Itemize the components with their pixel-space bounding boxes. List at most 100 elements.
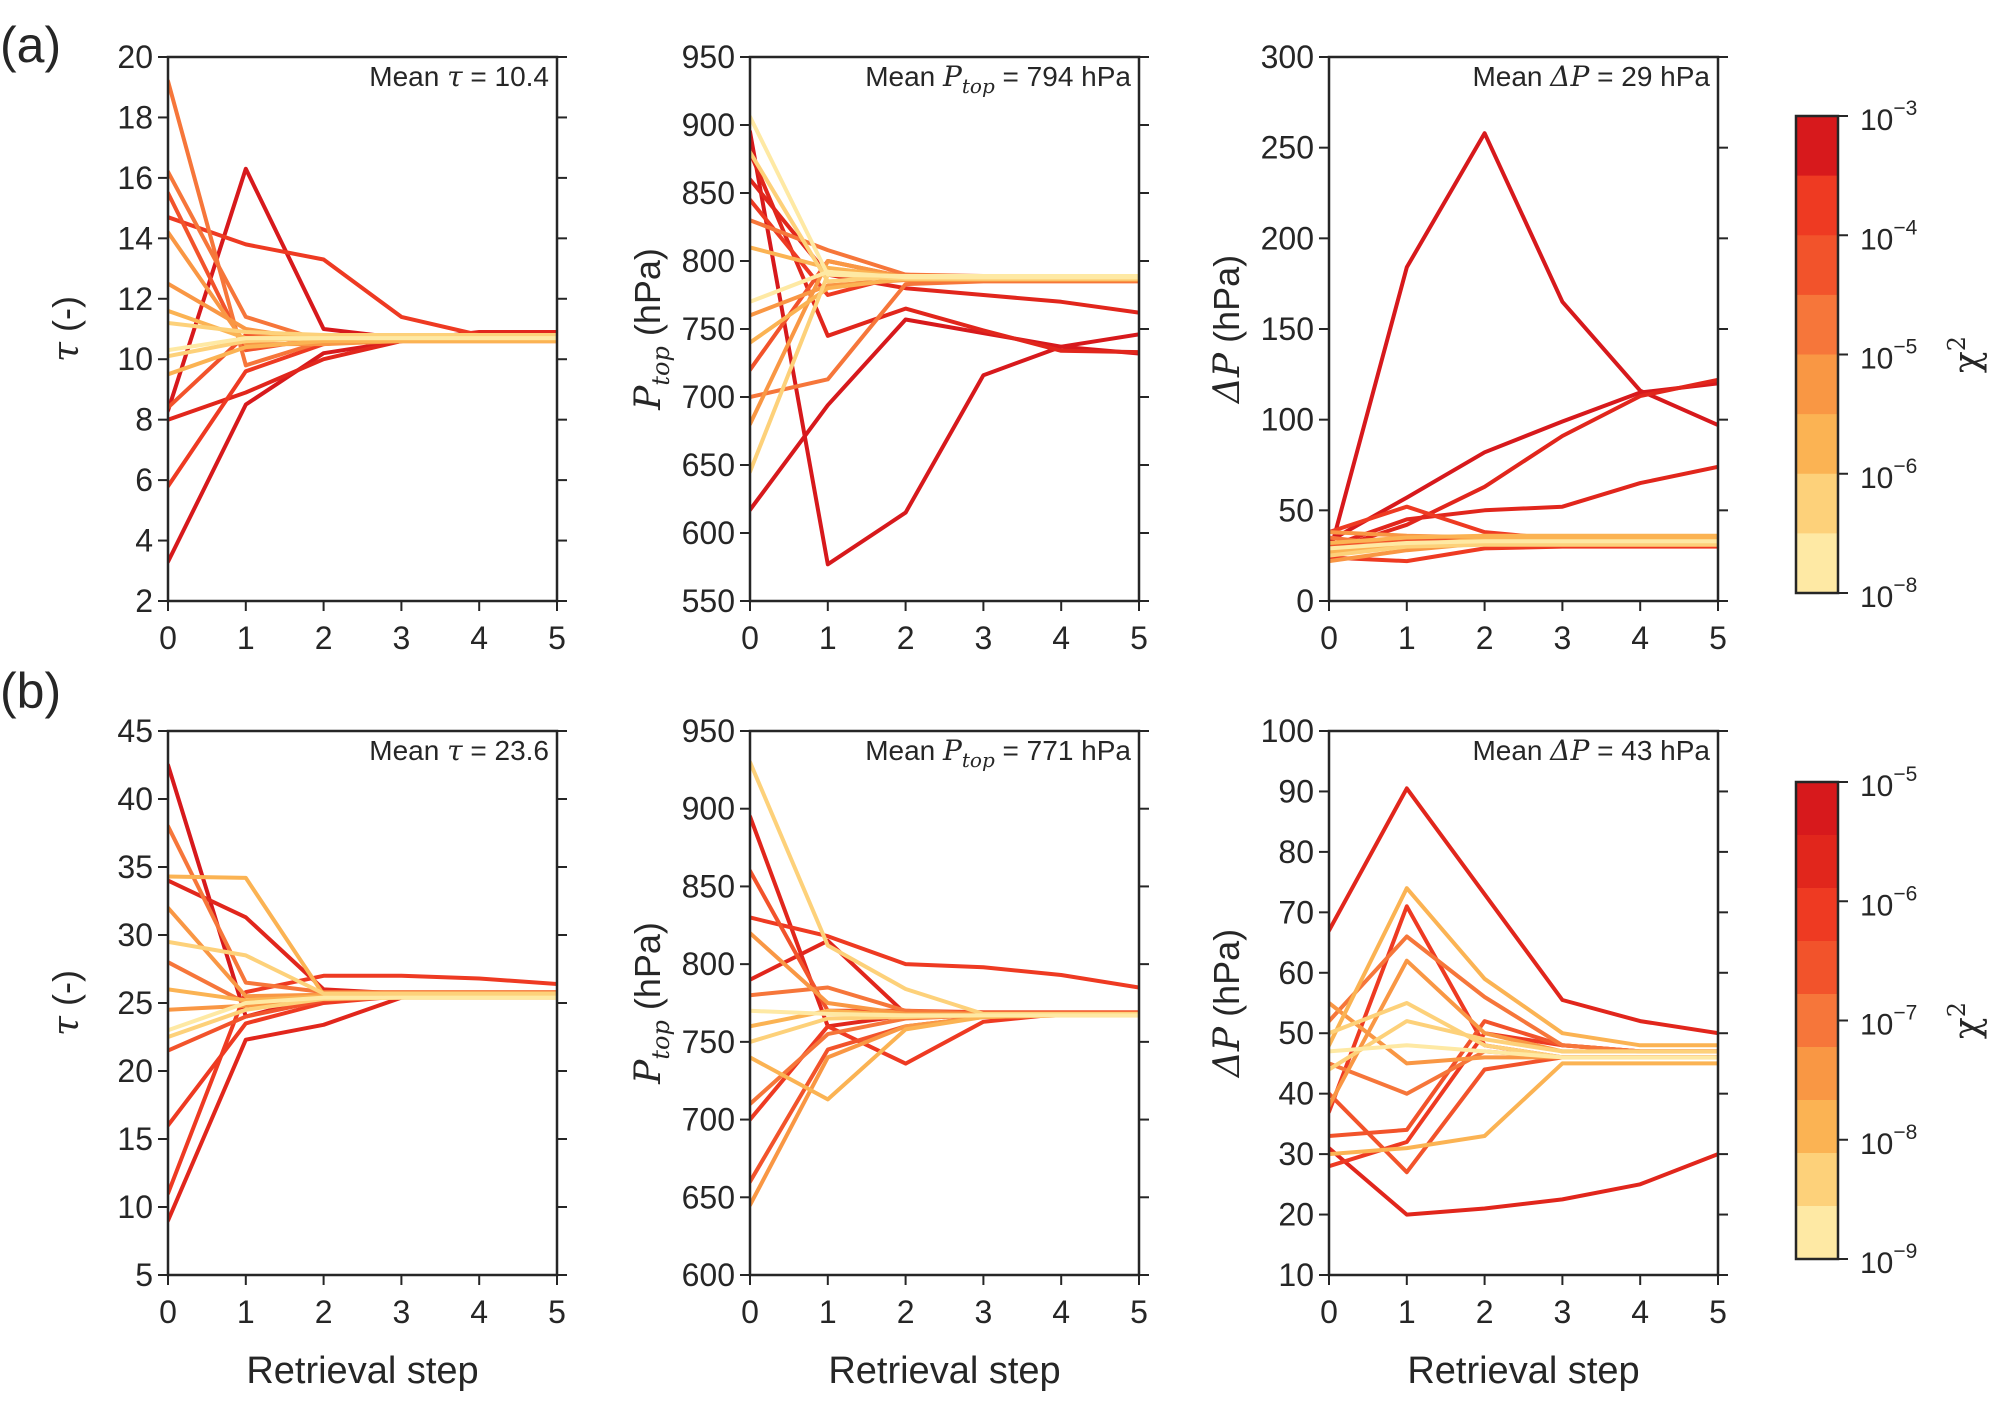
x-axis-label: Retrieval step — [828, 1350, 1060, 1392]
series-line — [168, 333, 557, 489]
x-tick-label: 3 — [393, 1294, 411, 1330]
x-tick-label: 0 — [159, 620, 177, 656]
y-tick-label: 600 — [682, 515, 735, 551]
y-tick-label: 18 — [117, 99, 153, 135]
series-line — [168, 992, 557, 1128]
series-line — [168, 330, 557, 422]
colorbar-swatch — [1796, 1047, 1838, 1101]
series-group — [1329, 786, 1718, 1217]
axes-frame — [1327, 55, 1720, 603]
colorbar-swatch — [1796, 782, 1838, 836]
series-line — [1329, 131, 1718, 558]
series-line — [1329, 886, 1718, 1048]
x-tick-label: 0 — [159, 1294, 177, 1330]
x-tick-label: 1 — [1398, 620, 1416, 656]
x-tick-label: 1 — [1398, 1294, 1416, 1330]
x-tick-label: 3 — [975, 1294, 993, 1330]
x-tick-label: 2 — [897, 1294, 915, 1330]
y-tick-label: 300 — [1261, 39, 1314, 75]
y-tick-label: 650 — [682, 447, 735, 483]
x-tick-label: 2 — [1476, 1294, 1494, 1330]
colorbar-swatch — [1796, 1100, 1838, 1154]
series-line — [168, 939, 557, 996]
colorbar-swatch — [1796, 294, 1838, 355]
x-axis-label: Retrieval step — [1407, 1350, 1639, 1392]
y-tick-label: 20 — [117, 1053, 153, 1089]
series-line — [750, 1013, 1139, 1044]
x-tick-label: 5 — [548, 1294, 566, 1330]
colorbar-tick-label: 10−9 — [1860, 1240, 1917, 1280]
y-tick-label: 900 — [682, 107, 735, 143]
y-tick-label: 750 — [682, 311, 735, 347]
series-group — [750, 760, 1139, 1208]
series-line — [750, 1008, 1139, 1018]
series-line — [750, 814, 1139, 1029]
chart-b-dp: 10 20 30 40 50 60 70 80 90 100 0 1 2 3 4 5 Mean ΔP = 43 … — [1206, 713, 1728, 1392]
series-line — [1329, 533, 1718, 545]
series-line — [750, 1013, 1139, 1102]
colorbar-swatch — [1796, 994, 1838, 1048]
x-tick-label: 1 — [237, 620, 255, 656]
y-tick-label: 90 — [1278, 773, 1314, 809]
y-tick-label: 600 — [682, 1257, 735, 1293]
y-axis-label: ΔP (hPa) — [1206, 929, 1248, 1079]
y-axis-label: τ (-) — [45, 296, 87, 362]
y-tick-label: 14 — [117, 220, 153, 256]
y-tick-label: 700 — [682, 1102, 735, 1138]
y-tick-label: 950 — [682, 39, 735, 75]
series-line — [750, 317, 1139, 512]
y-tick-label: 4 — [135, 523, 153, 559]
series-line — [168, 336, 557, 353]
mean-annotation: Mean τ = 10.4 — [369, 60, 549, 93]
y-tick-label: 30 — [1278, 1136, 1314, 1172]
series-line — [1329, 539, 1718, 551]
axes-frame — [166, 729, 559, 1277]
colorbar-cbar-a: 10−3 10−4 10−5 10−6 10−8 χ2 — [1794, 97, 1988, 614]
colorbar-swatch — [1796, 1206, 1838, 1260]
y-tick-label: 200 — [1261, 220, 1314, 256]
x-tick-label: 5 — [1709, 1294, 1727, 1330]
x-tick-label: 0 — [1320, 1294, 1338, 1330]
x-tick-label: 3 — [975, 620, 993, 656]
series-line — [1329, 464, 1718, 549]
y-axis-label: Ptop (hPa) — [627, 248, 675, 411]
y-tick-label: 45 — [117, 713, 153, 749]
y-tick-label: 20 — [1278, 1197, 1314, 1233]
y-tick-label: 25 — [117, 985, 153, 1021]
x-tick-label: 2 — [1476, 620, 1494, 656]
x-tick-label: 1 — [237, 1294, 255, 1330]
series-line — [1329, 542, 1718, 558]
y-tick-label: 10 — [1278, 1257, 1314, 1293]
y-tick-label: 15 — [117, 1121, 153, 1157]
x-tick-label: 5 — [1130, 620, 1148, 656]
x-tick-label: 5 — [1130, 1294, 1148, 1330]
series-line — [750, 129, 1139, 567]
series-line — [168, 333, 557, 564]
colorbar-swatch — [1796, 888, 1838, 942]
y-tick-label: 2 — [135, 583, 153, 619]
y-tick-label: 60 — [1278, 955, 1314, 991]
y-tick-label: 750 — [682, 1024, 735, 1060]
series-line — [168, 995, 557, 1033]
y-tick-label: 550 — [682, 583, 735, 619]
series-line — [1329, 1043, 1718, 1060]
x-tick-label: 1 — [819, 1294, 837, 1330]
colorbar-tick-label: 10−8 — [1860, 1121, 1917, 1161]
x-tick-label: 1 — [819, 620, 837, 656]
y-tick-label: 900 — [682, 791, 735, 827]
axes-frame — [166, 55, 559, 603]
y-tick-label: 0 — [1296, 583, 1314, 619]
y-tick-label: 800 — [682, 946, 735, 982]
series-line — [1329, 1146, 1718, 1217]
colorbar-tick-label: 10−5 — [1860, 763, 1917, 803]
colorbar-swatch — [1796, 414, 1838, 475]
series-line — [1329, 1019, 1718, 1072]
colorbar-swatch — [1796, 941, 1838, 995]
y-tick-label: 30 — [117, 917, 153, 953]
mean-annotation: Mean τ = 23.6 — [369, 734, 549, 767]
y-tick-label: 800 — [682, 243, 735, 279]
y-tick-label: 100 — [1261, 402, 1314, 438]
series-line — [750, 1011, 1139, 1122]
